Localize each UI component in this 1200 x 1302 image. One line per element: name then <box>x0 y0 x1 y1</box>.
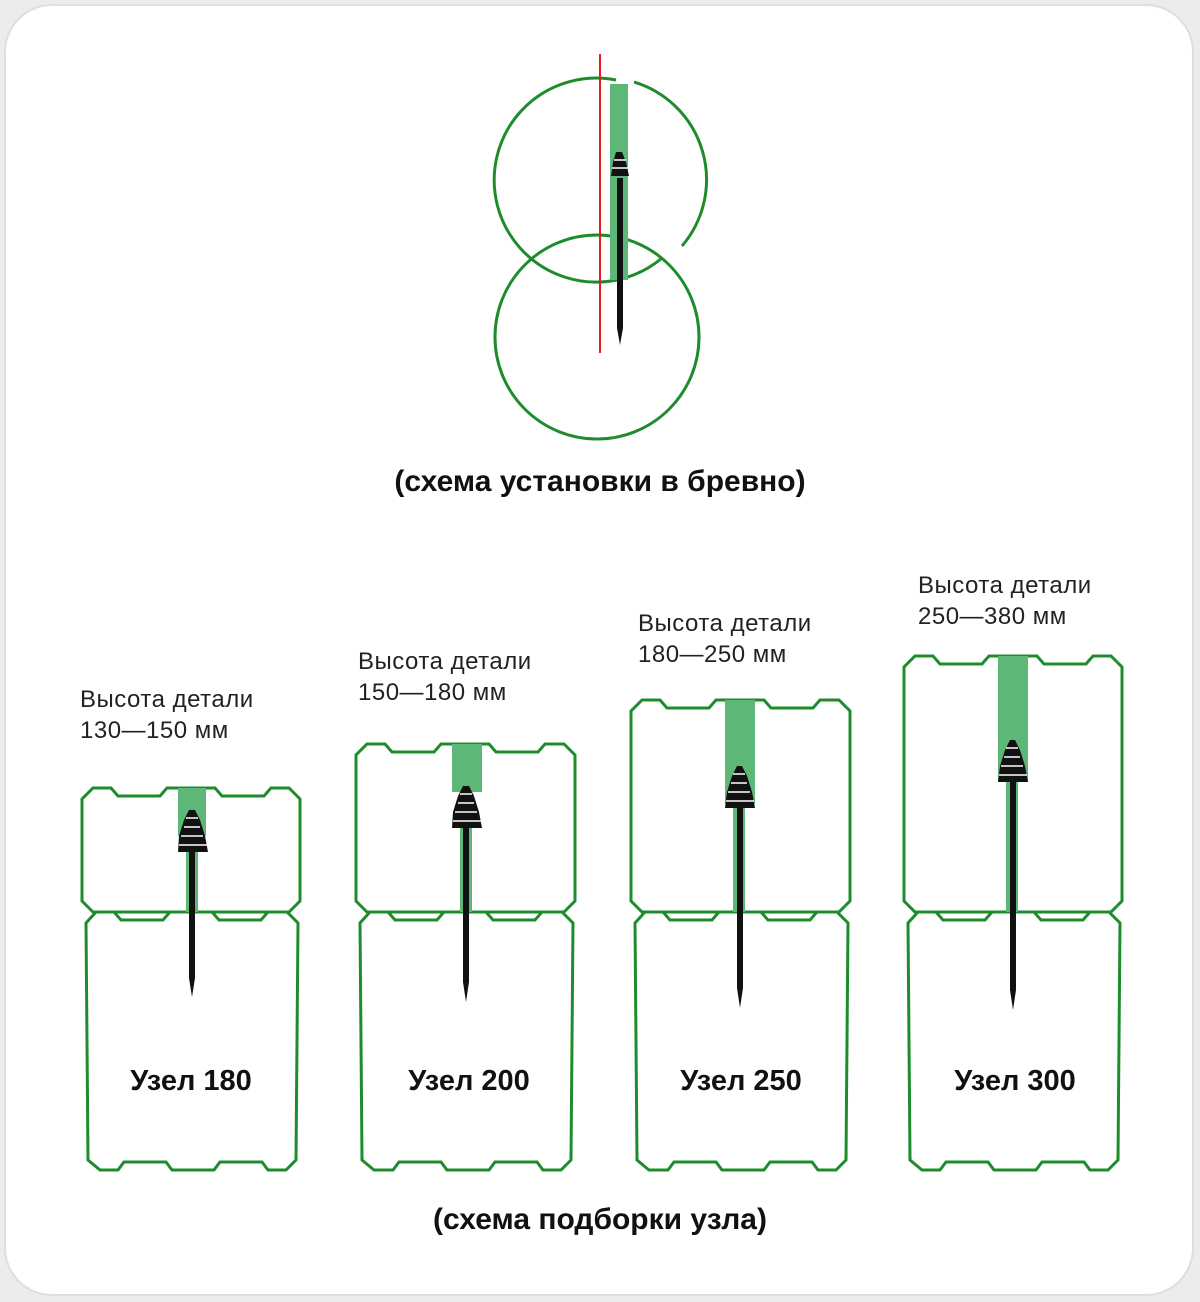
install-scheme-caption: (схема установки в бревно) <box>394 465 805 498</box>
node-200: Высота детали 150—180 мм Узел 200 <box>354 648 577 1172</box>
node-height-range: 150—180 мм <box>358 679 507 706</box>
upper-beam <box>80 786 302 914</box>
node-height-label: Высота детали <box>638 610 812 637</box>
node-height-range: 180—250 мм <box>638 641 787 668</box>
log-install-scheme: (схема установки в бревно) <box>394 54 806 498</box>
lower-beam <box>906 910 1122 1172</box>
node-height-label: Высота детали <box>358 648 532 675</box>
node-label: Узел 180 <box>130 1065 252 1097</box>
upper-beam <box>902 654 1124 914</box>
lower-beam <box>633 910 850 1172</box>
upper-beam <box>629 698 852 914</box>
node-label: Узел 200 <box>408 1065 530 1097</box>
pin-icon <box>611 152 629 345</box>
node-label: Узел 250 <box>680 1065 802 1097</box>
pin-icon <box>998 740 1028 1010</box>
lower-log <box>493 233 701 441</box>
node-300: Высота детали 250—380 мм Узел 300 <box>902 572 1124 1172</box>
pin-icon <box>178 810 208 997</box>
node-height-label: Высота детали <box>918 572 1092 599</box>
upper-log <box>492 76 663 284</box>
pin-icon <box>725 766 755 1008</box>
node-180: Высота детали 130—150 мм Узел 180 <box>80 686 302 1172</box>
pin-icon <box>452 786 482 1002</box>
lower-beam <box>84 910 300 1172</box>
selection-scheme-caption: (схема подборки узла) <box>433 1203 767 1236</box>
node-height-label: Высота детали <box>80 686 254 713</box>
node-height-range: 250—380 мм <box>918 603 1067 630</box>
lower-beam <box>358 910 575 1172</box>
node-250: Высота детали 180—250 мм Узел 250 <box>629 610 852 1172</box>
upper-log-right <box>633 80 709 247</box>
upper-beam <box>354 742 577 914</box>
drilled-hole <box>452 744 482 792</box>
node-selection-scheme: Высота детали 130—150 мм Узел 180 Высота… <box>80 572 1124 1236</box>
node-height-range: 130—150 мм <box>80 717 229 744</box>
node-label: Узел 300 <box>954 1065 1076 1097</box>
